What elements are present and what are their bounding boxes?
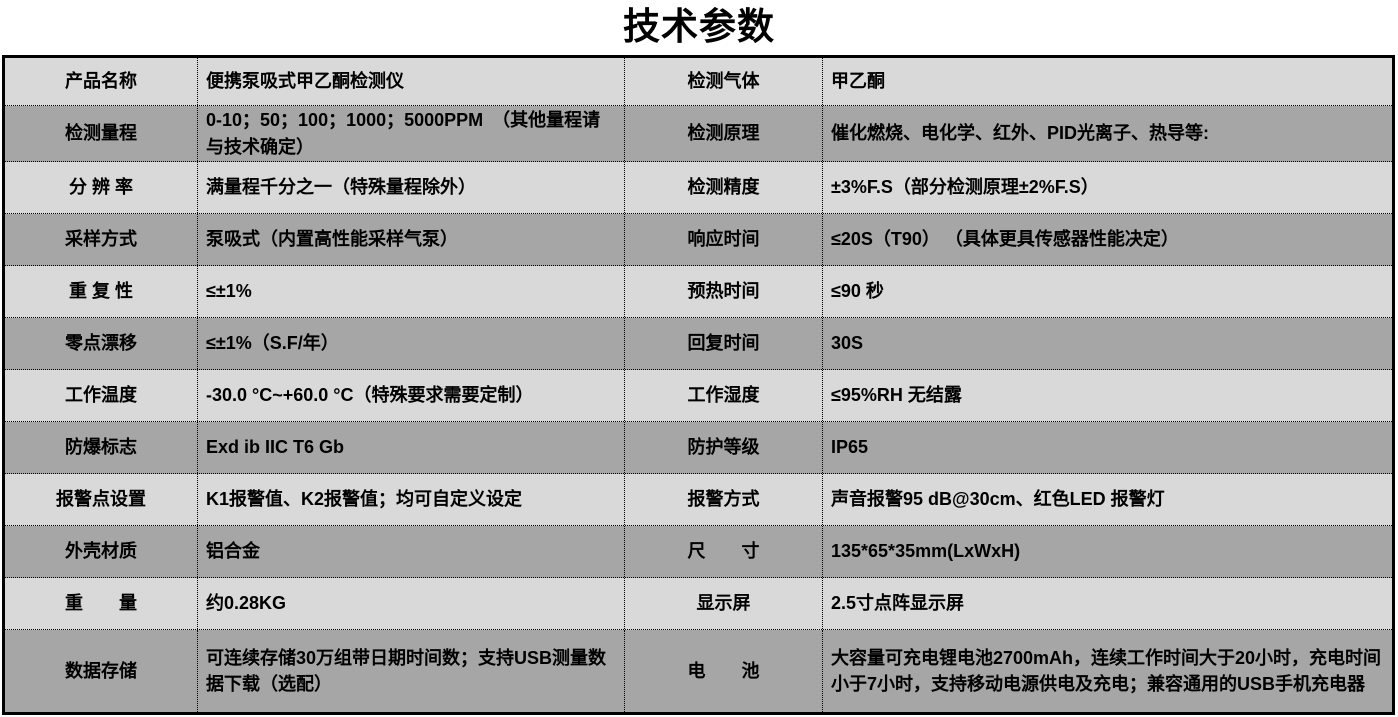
spec-value-left: 满量程千分之一（特殊量程除外） (198, 162, 625, 213)
spec-label-right: 防护等级 (625, 422, 823, 473)
spec-value-right: 催化燃烧、电化学、红外、PID光离子、热导等: (831, 123, 1209, 144)
spec-label-right: 检测精度 (625, 162, 823, 213)
spec-value-right: 30S (831, 333, 864, 354)
spec-value-left: 0-10；50；100；1000；5000PPM （其他量程请与技术确定） (198, 106, 625, 161)
table-row: 产品名称 便携泵吸式甲乙酮检测仪 检测气体 甲乙酮 (5, 58, 1392, 106)
spec-label-right: 响应时间 (625, 214, 823, 265)
spec-label-left: 报警点设置 (5, 474, 198, 525)
spec-label-right: 报警方式 (625, 474, 823, 525)
spec-value-right: 大容量可充电锂电池2700mAh，连续工作时间大于20小时，充电时间小于7小时，… (831, 647, 1382, 694)
table-row: 防爆标志 Exd ib IIC T6 Gb 防护等级 IP65 (5, 422, 1392, 474)
spec-label-left: 防爆标志 (5, 422, 198, 473)
spec-value-right: 2.5寸点阵显示屏 (831, 593, 965, 614)
spec-value-left: 约0.28KG (198, 578, 625, 629)
spec-value-right: ≤95%RH 无结露 (831, 385, 962, 406)
spec-label-left: 零点漂移 (5, 318, 198, 369)
spec-value-right: ≤20S（T90） （具体更具传感器性能决定） (831, 229, 1179, 250)
spec-label-right: 电 池 (625, 630, 823, 712)
spec-value-right: IP65 (831, 437, 869, 458)
table-row: 外壳材质 铝合金 尺 寸 135*65*35mm(LxWxH) (5, 526, 1392, 578)
spec-label-left: 采样方式 (5, 214, 198, 265)
page-title: 技术参数 (623, 6, 775, 47)
spec-label-left: 重 量 (5, 578, 198, 629)
table-row: 重 量 约0.28KG 显示屏 2.5寸点阵显示屏 (5, 578, 1392, 630)
spec-label-right: 回复时间 (625, 318, 823, 369)
spec-label-left: 工作温度 (5, 370, 198, 421)
spec-value-right: 甲乙酮 (831, 71, 885, 92)
table-row: 零点漂移 ≤±1%（S.F/年） 回复时间 30S (5, 318, 1392, 370)
spec-label-right: 预热时间 (625, 266, 823, 317)
table-row: 采样方式 泵吸式（内置高性能采样气泵） 响应时间 ≤20S（T90） （具体更具… (5, 214, 1392, 266)
spec-label-right: 工作湿度 (625, 370, 823, 421)
spec-value-right: 声音报警95 dB@30cm、红色LED 报警灯 (831, 489, 1165, 510)
table-row: 工作温度 -30.0 °C~+60.0 °C（特殊要求需要定制） 工作湿度 ≤9… (5, 370, 1392, 422)
spec-label-right: 显示屏 (625, 578, 823, 629)
spec-label-left: 分 辨 率 (5, 162, 198, 213)
spec-value-left: ≤±1% (198, 266, 625, 317)
spec-label-right: 检测气体 (625, 58, 823, 105)
spec-value-left: 泵吸式（内置高性能采样气泵） (198, 214, 625, 265)
spec-value-left: K1报警值、K2报警值；均可自定义设定 (198, 474, 625, 525)
spec-value-left: 便携泵吸式甲乙酮检测仪 (198, 58, 625, 105)
spec-label-left: 检测量程 (5, 106, 198, 161)
table-row: 数据存储 可连续存储30万组带日期时间数；支持USB测量数据下载（选配） 电 池… (5, 630, 1392, 712)
spec-value-right: ±3%F.S（部分检测原理±2%F.S） (831, 177, 1099, 198)
spec-value-left: 铝合金 (198, 526, 625, 577)
spec-value-right: 135*65*35mm(LxWxH) (831, 541, 1021, 562)
spec-value-left: -30.0 °C~+60.0 °C（特殊要求需要定制） (198, 370, 625, 421)
spec-value-left: Exd ib IIC T6 Gb (198, 422, 625, 473)
table-row: 重 复 性 ≤±1% 预热时间 ≤90 秒 (5, 266, 1392, 318)
table-row: 分 辨 率 满量程千分之一（特殊量程除外） 检测精度 ±3%F.S（部分检测原理… (5, 162, 1392, 214)
spec-label-left: 产品名称 (5, 58, 198, 105)
spec-label-left: 外壳材质 (5, 526, 198, 577)
spec-label-left: 重 复 性 (5, 266, 198, 317)
spec-label-right: 检测原理 (625, 106, 823, 161)
spec-label-left: 数据存储 (5, 630, 198, 712)
spec-value-left: ≤±1%（S.F/年） (198, 318, 625, 369)
table-row: 检测量程 0-10；50；100；1000；5000PPM （其他量程请与技术确… (5, 106, 1392, 162)
spec-table: 产品名称 便携泵吸式甲乙酮检测仪 检测气体 甲乙酮 检测量程 0-10；50；1… (2, 55, 1395, 715)
table-row: 报警点设置 K1报警值、K2报警值；均可自定义设定 报警方式 声音报警95 dB… (5, 474, 1392, 526)
spec-label-right: 尺 寸 (625, 526, 823, 577)
spec-value-left: 可连续存储30万组带日期时间数；支持USB测量数据下载（选配） (198, 630, 625, 712)
spec-value-right: ≤90 秒 (831, 281, 884, 302)
